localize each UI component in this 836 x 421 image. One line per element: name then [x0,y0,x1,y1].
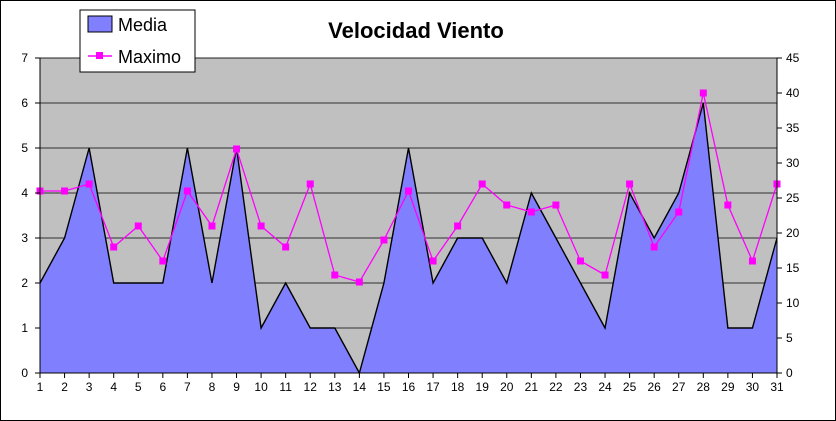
media-outline [39,102,778,375]
x-tick-label-25: 25 [623,380,637,394]
y-tick-label-7: 7 [21,51,28,65]
maximo-point-10 [257,222,265,230]
x-tick-label-7: 7 [184,380,191,394]
legend-maximo-marker [96,52,103,59]
legend-maximo-label: Maximo [118,47,181,67]
maximo-point-12 [306,180,314,188]
x-tick-label-3: 3 [86,380,93,394]
x-tick-label-10: 10 [254,380,268,394]
y2-tick-label-0: 0 [786,366,793,380]
maximo-point-2 [61,187,69,195]
maximo-point-30 [748,257,756,265]
x-tick-label-12: 12 [304,380,318,394]
x-tick-label-2: 2 [61,380,68,394]
maximo-point-22 [552,201,560,209]
y2-tick-label-20: 20 [786,226,800,240]
maximo-point-25 [626,180,634,188]
legend-media-label: Media [118,15,168,35]
x-tick-label-1: 1 [37,380,44,394]
maximo-point-21 [527,208,535,216]
maximo-point-29 [724,201,732,209]
x-tick-label-26: 26 [647,380,661,394]
x-tick-label-29: 29 [721,380,735,394]
legend: Media Maximo [79,9,196,73]
maximo-point-7 [183,187,191,195]
x-tick-label-8: 8 [209,380,216,394]
x-tick-label-17: 17 [426,380,440,394]
maximo-point-24 [601,271,609,279]
x-tick-label-22: 22 [549,380,563,394]
x-tick-label-28: 28 [697,380,711,394]
y2-tick-label-30: 30 [786,156,800,170]
maximo-point-9 [233,145,241,153]
maximo-point-8 [208,222,216,230]
y-tick-label-4: 4 [21,186,28,200]
x-tick-label-27: 27 [672,380,686,394]
x-tick-label-23: 23 [574,380,588,394]
y-tick-label-2: 2 [21,276,28,290]
x-tick-label-5: 5 [135,380,142,394]
media-area-series [39,102,778,375]
x-tick-label-21: 21 [525,380,539,394]
x-tick-label-19: 19 [476,380,490,394]
maximo-point-17 [429,257,437,265]
maximo-point-19 [478,180,486,188]
maximo-point-18 [454,222,462,230]
y2-tick-label-15: 15 [786,261,800,275]
x-tick-label-18: 18 [451,380,465,394]
y2-tick-label-10: 10 [786,296,800,310]
maximo-point-16 [405,187,412,195]
maximo-point-27 [675,208,683,216]
y2-tick-label-35: 35 [786,121,800,135]
x-tick-label-30: 30 [746,380,760,394]
maximo-point-28 [699,89,707,97]
maximo-point-14 [355,278,363,286]
chart-title: Velocidad Viento [328,18,504,43]
maximo-point-4 [110,243,118,251]
maximo-point-26 [650,243,658,251]
legend-media-swatch [87,15,113,33]
maximo-point-5 [134,222,142,230]
y-tick-label-1: 1 [21,321,28,335]
x-tick-label-14: 14 [353,380,367,394]
x-tick-label-20: 20 [500,380,514,394]
maximo-point-6 [159,257,167,265]
x-tick-label-15: 15 [377,380,391,394]
y-tick-label-0: 0 [21,366,28,380]
x-tick-label-4: 4 [110,380,117,394]
y2-tick-label-45: 45 [786,51,800,65]
y2-tick-label-40: 40 [786,86,800,100]
maximo-point-3 [85,180,93,188]
x-tick-label-9: 9 [233,380,240,394]
maximo-point-15 [380,236,388,244]
maximo-point-13 [331,271,339,279]
y-tick-label-5: 5 [21,141,28,155]
y-tick-label-3: 3 [21,231,28,245]
x-tick-label-11: 11 [279,380,292,394]
x-tick-label-13: 13 [328,380,342,394]
x-tick-label-24: 24 [598,380,612,394]
y2-tick-label-5: 5 [786,331,793,345]
x-tick-label-16: 16 [402,380,416,394]
y-tick-label-6: 6 [21,96,28,110]
maximo-point-11 [282,243,290,251]
maximo-point-20 [503,201,511,209]
y2-tick-label-25: 25 [786,191,800,205]
x-tick-label-6: 6 [159,380,166,394]
maximo-point-23 [576,257,584,265]
x-tick-label-31: 31 [770,380,784,394]
